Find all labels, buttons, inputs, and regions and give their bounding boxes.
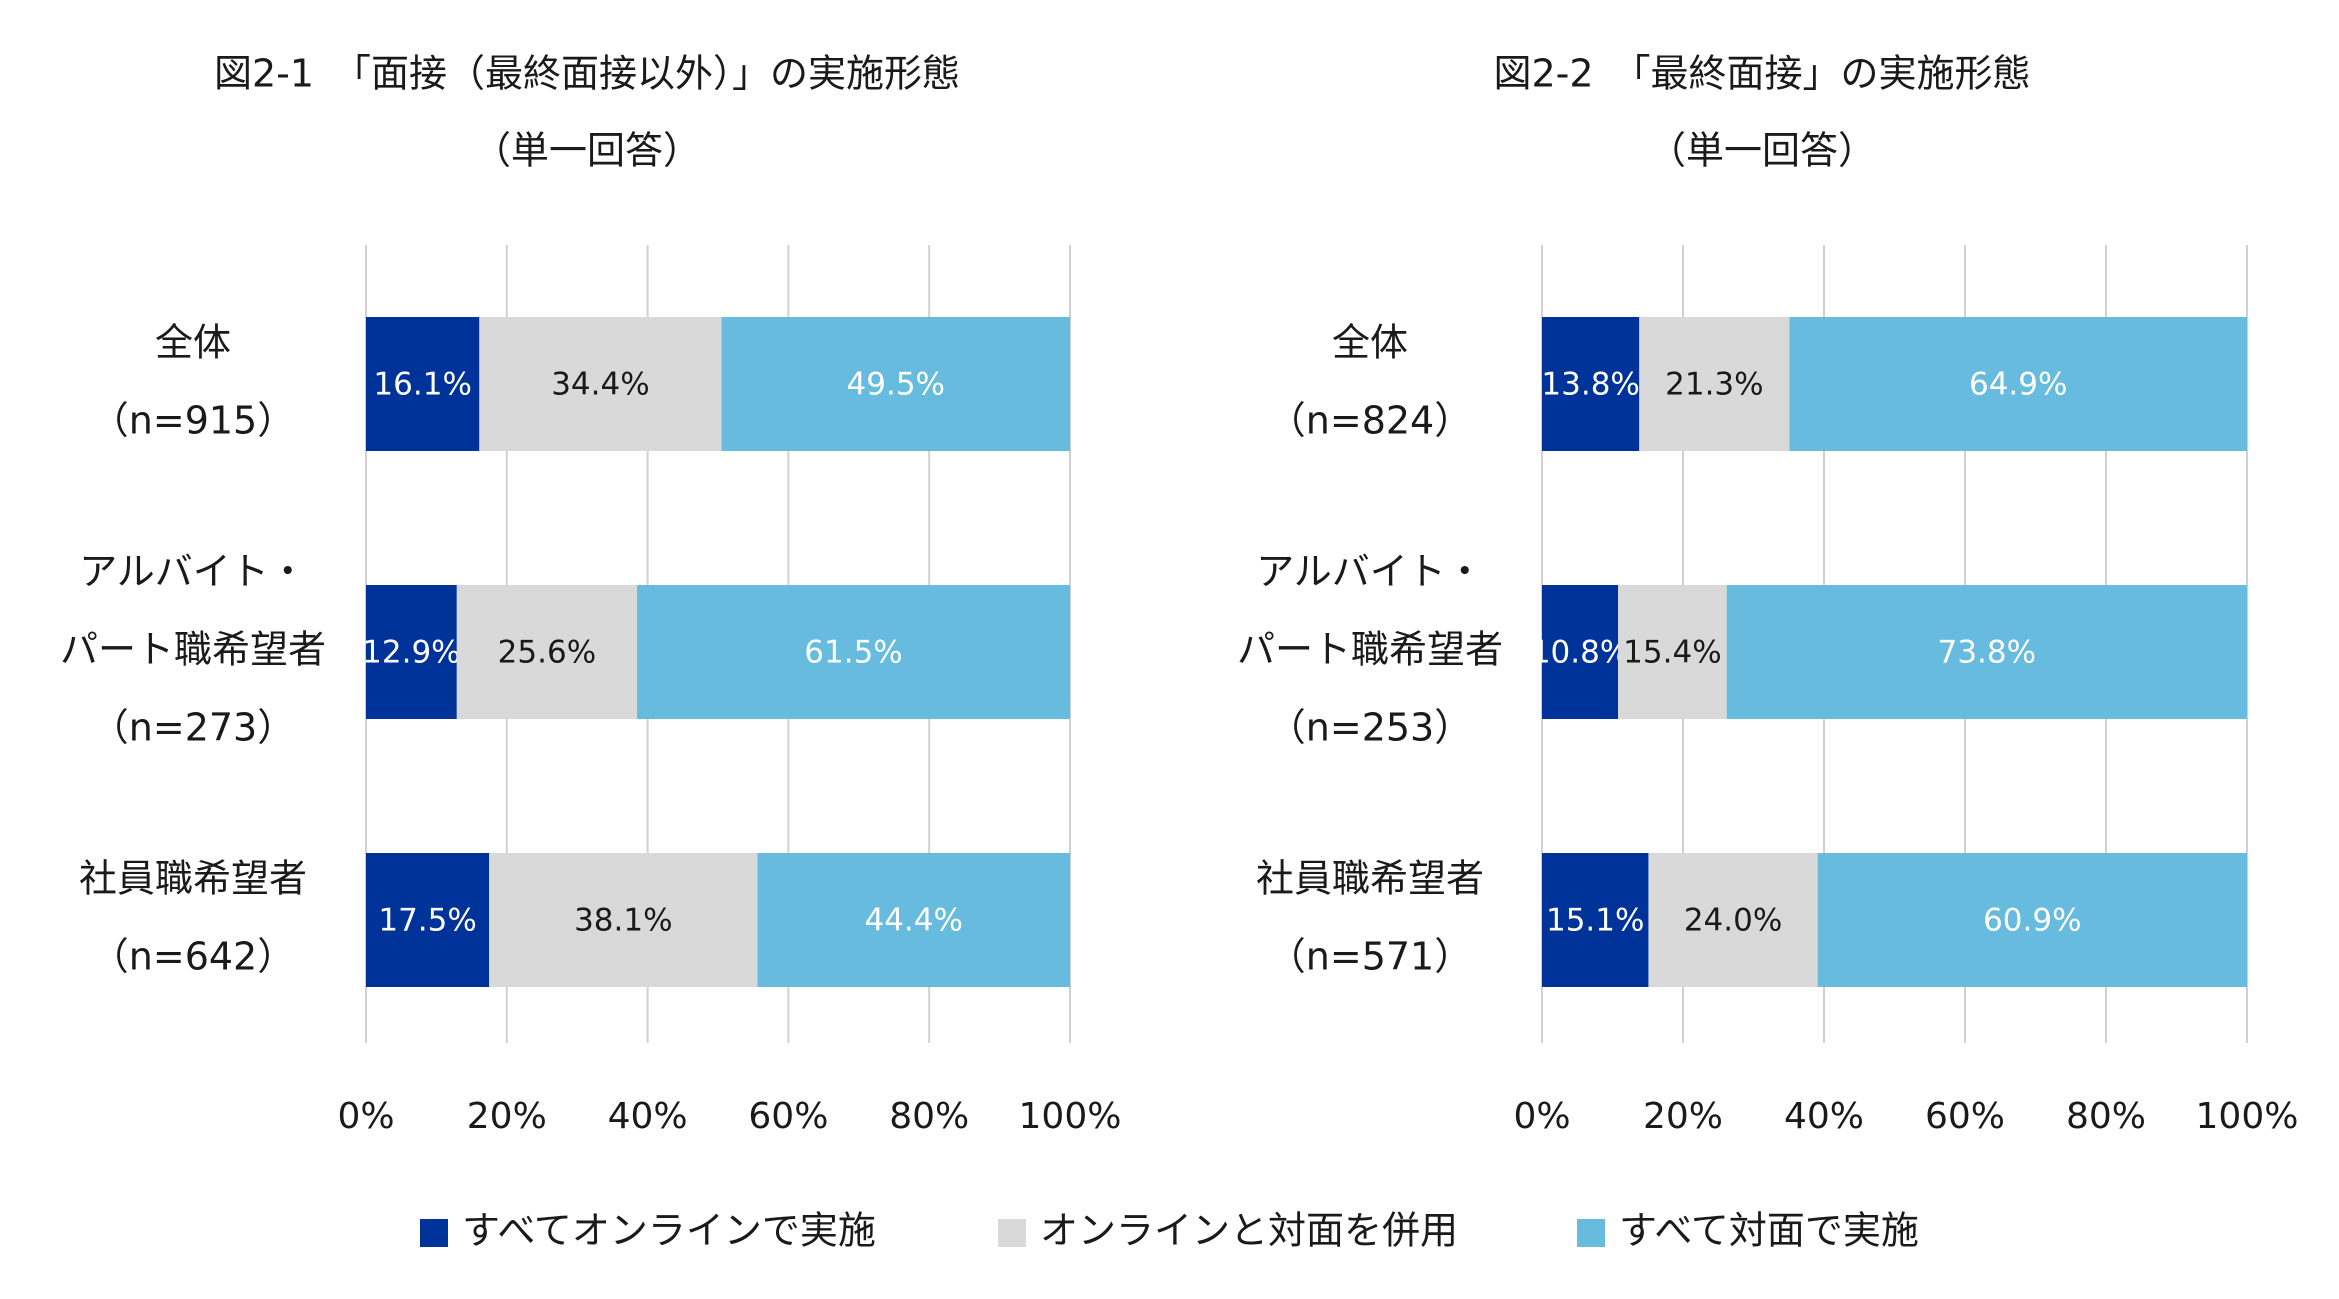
category-label: （n=824） [1268,399,1472,443]
x-tick-label: 40% [608,1096,688,1137]
data-label: 34.4% [551,367,649,403]
bar-online [1542,585,1619,719]
category-label: 全体 [155,321,231,365]
data-label: 16.1% [373,367,471,403]
bar-online [1542,853,1649,987]
bar-mixed [456,585,638,719]
category-label: アルバイト・ [1256,550,1484,594]
data-label: 21.3% [1665,367,1763,403]
bar-online [366,317,480,451]
bar-mixed [479,317,722,451]
data-label: 24.0% [1684,903,1782,939]
bar-inperson [1817,853,2247,987]
x-tick-label: 0% [337,1096,394,1137]
x-tick-label: 60% [748,1096,828,1137]
category-label: （n=915） [91,399,295,443]
legend-swatch-mixed [998,1219,1026,1247]
category-label: （n=253） [1268,706,1472,750]
chart-subtitle: （単一回答） [1648,129,1876,173]
data-label: 60.9% [1983,903,2081,939]
bar-inperson [757,853,1070,987]
bar-online [366,585,457,719]
chart-title: 図2-1 「面接（最終面接以外）」の実施形態 [214,52,960,96]
legend-swatch-online [420,1219,448,1247]
bar-inperson [721,317,1070,451]
x-tick-label: 80% [2066,1096,2146,1137]
bar-online [366,853,490,987]
legend-label: オンラインと対面を併用 [1040,1209,1458,1253]
legend-swatch-inperson [1577,1219,1605,1247]
category-label: （n=642） [91,935,295,979]
category-label: （n=273） [91,706,295,750]
x-tick-label: 60% [1925,1096,2005,1137]
bar-inperson [1789,317,2247,451]
x-tick-label: 40% [1784,1096,1864,1137]
category-label: 社員職希望者 [79,857,307,901]
bar-mixed [1639,317,1790,451]
x-tick-label: 20% [467,1096,547,1137]
legend: すべてオンラインで実施 オンラインと対面を併用 すべて対面で実施 [420,1209,1919,1253]
category-label: パート職希望者 [60,628,326,672]
chart-title: 図2-2 「最終面接」の実施形態 [1493,52,2030,96]
legend-label: すべて対面で実施 [1619,1209,1919,1253]
data-label: 15.4% [1623,635,1721,671]
x-tick-label: 100% [1019,1096,1122,1137]
data-label: 17.5% [378,903,476,939]
x-tick-label: 100% [2196,1096,2299,1137]
chart-subtitle: （単一回答） [473,129,701,173]
bar-mixed [1618,585,1727,719]
data-label: 15.1% [1546,903,1644,939]
data-label: 10.8% [1531,635,1629,671]
x-tick-label: 20% [1643,1096,1723,1137]
data-label: 13.8% [1541,367,1639,403]
category-label: アルバイト・ [79,550,307,594]
data-label: 44.4% [864,903,962,939]
data-label: 25.6% [498,635,596,671]
chart-right: 図2-2 「最終面接」の実施形態 （単一回答） 0% 20% 40% 60% 80% 100%… [1237,52,2298,1138]
bar-inperson [1726,585,2247,719]
chart-left: 図2-1 「面接（最終面接以外）」の実施形態 （単一回答） 0% 20% 40% 60% 8… [60,52,1121,1138]
bar-online [1542,317,1640,451]
category-label: （n=571） [1268,935,1472,979]
data-label: 61.5% [804,635,902,671]
category-label: パート職希望者 [1237,628,1503,672]
bar-inperson [637,585,1070,719]
bar-mixed [1648,853,1818,987]
legend-label: すべてオンラインで実施 [462,1209,876,1253]
category-label: 全体 [1332,321,1408,365]
data-label: 73.8% [1938,635,2036,671]
data-label: 12.9% [362,635,460,671]
category-label: 社員職希望者 [1256,857,1484,901]
data-label: 64.9% [1969,367,2067,403]
x-tick-label: 0% [1513,1096,1570,1137]
data-label: 38.1% [574,903,672,939]
x-tick-label: 80% [889,1096,969,1137]
data-label: 49.5% [847,367,945,403]
bar-mixed [489,853,758,987]
